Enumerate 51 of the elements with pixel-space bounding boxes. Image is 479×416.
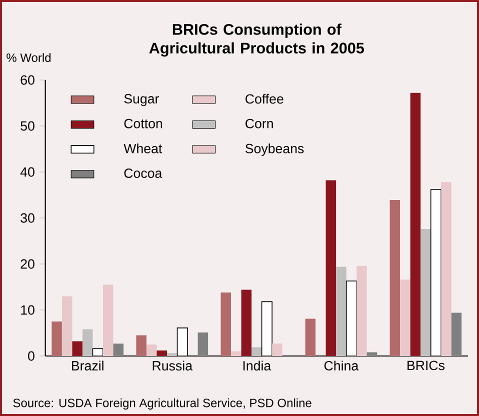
legend-label: Sugar (124, 94, 159, 106)
y-tick-label: 10 (21, 305, 34, 315)
legend-label: Wheat (124, 144, 162, 154)
bar (103, 284, 114, 356)
x-tick-label: BRICs (408, 360, 445, 370)
x-tick-label: India (243, 360, 272, 370)
bar (400, 280, 410, 356)
bar (198, 332, 208, 356)
bar (336, 266, 346, 356)
bar (441, 182, 452, 356)
bar (241, 290, 252, 356)
y-tick-label: 60 (20, 75, 34, 85)
source-note: Source: USDA Foreign Agricultural Service, PSD Online (13, 398, 312, 410)
legend-label: Coffee (246, 94, 284, 104)
bar (410, 92, 421, 356)
bar (82, 329, 93, 356)
y-axis-title: % World (6, 53, 51, 62)
y-tick-label: 30 (20, 213, 34, 223)
bar (356, 266, 367, 356)
bar (366, 352, 378, 356)
bar (72, 341, 82, 356)
bar (136, 335, 146, 356)
bar (156, 350, 167, 356)
bar (231, 351, 242, 356)
bar (252, 347, 262, 356)
y-tick-label: 20 (20, 259, 34, 269)
bar (62, 296, 72, 356)
y-tick-label: 40 (20, 167, 34, 177)
bar (113, 344, 124, 356)
bar (220, 292, 231, 356)
bar (305, 318, 316, 356)
bar (420, 229, 431, 356)
bar (390, 200, 400, 356)
legend-label: Cotton (124, 118, 162, 128)
bar (52, 321, 62, 356)
x-tick-label: Russia (152, 360, 193, 370)
x-tick-label: Brazil (72, 360, 104, 370)
legend-label: Soybeans (245, 144, 304, 156)
bar (326, 180, 336, 356)
x-tick-label: China (324, 360, 359, 370)
legend-label: Cocoa (124, 168, 162, 178)
bar (146, 344, 157, 356)
chart-title: BRICs Consumption of Agricultural Products in 2005 (149, 24, 364, 57)
bar (451, 312, 462, 356)
y-tick-label: 50 (20, 121, 34, 131)
bar (346, 280, 357, 356)
legend-label: Corn (246, 118, 273, 128)
bar (167, 353, 178, 356)
bar (261, 301, 272, 356)
bar (272, 344, 282, 356)
y-tick-label: 0 (28, 351, 34, 361)
